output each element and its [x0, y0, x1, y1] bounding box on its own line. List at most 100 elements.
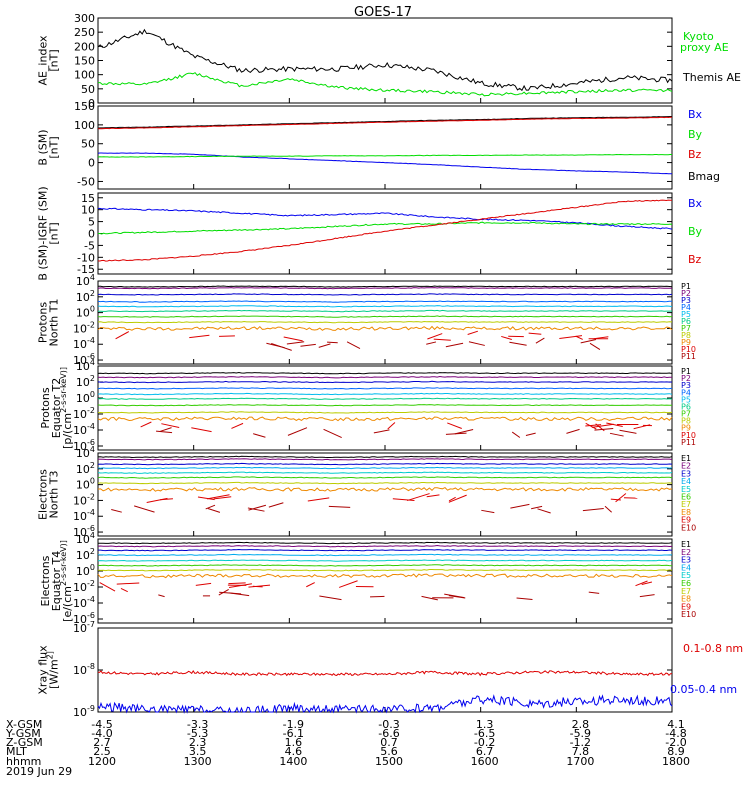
channel-10-segment	[481, 509, 495, 514]
tick-label: 10-6	[73, 438, 95, 453]
channel-label: P11	[681, 352, 696, 361]
tick-label: 10-8	[73, 662, 95, 677]
channel-1-line	[97, 371, 673, 375]
channel-8-line	[97, 411, 673, 414]
legend-entry: Bmag	[688, 170, 720, 183]
channel-10-segment	[387, 422, 396, 430]
channel-10-segment	[639, 594, 655, 598]
axis-row-value: -0.3	[378, 718, 399, 731]
channel-9-segment	[306, 582, 315, 588]
channel-1-line	[97, 455, 673, 459]
tick-label: 0	[88, 157, 95, 170]
panel-2: 150 100 50 0 -50 B (SM)[nT] Bx By Bz Bmag	[37, 100, 720, 190]
legend-entry: proxy AE	[680, 41, 729, 54]
channel-10-segment	[593, 336, 609, 340]
channel-label: P3	[681, 381, 691, 390]
channel-11-segment	[287, 427, 308, 436]
channel-label: P1	[681, 282, 691, 291]
panel-8: 10-7 10-8 10-9 Xray flux[W/m2] 0.1-0.8 nm 0.0…	[37, 620, 744, 719]
channel-5-line	[97, 471, 673, 474]
tick-label: 50	[81, 83, 95, 96]
channel-label: E10	[681, 523, 696, 532]
panel-frame	[97, 365, 673, 451]
axis-row-value: -6.6	[378, 727, 399, 740]
channel-2-line	[97, 544, 673, 548]
tick-label: 250	[74, 26, 95, 39]
tick-label: 10-2	[73, 320, 95, 335]
channel-10-segment	[537, 508, 551, 514]
legend-entry: 0.1-0.8 nm	[683, 642, 743, 655]
y-axis-label: Electrons	[37, 469, 50, 520]
channel-label: P9	[681, 424, 691, 433]
channel-11-segment	[327, 341, 338, 344]
axis-row-label: hhmm	[6, 755, 41, 768]
axis-row-value: -1.9	[283, 718, 304, 731]
axis-row-value: -3.3	[187, 718, 208, 731]
axis-row-value: 8.9	[667, 745, 685, 758]
channel-9-segment	[448, 496, 456, 502]
y-axis-label: Xray flux	[37, 645, 50, 695]
tick-label: 104	[76, 273, 95, 288]
panel-frame	[97, 452, 673, 537]
channel-9-segment	[120, 587, 128, 593]
channel-9-line	[97, 325, 673, 331]
channel-label: E3	[681, 469, 691, 478]
channel-10-segment	[111, 509, 122, 513]
tick-label: 10-4	[73, 508, 95, 523]
channel-11-segment	[580, 339, 597, 344]
channel-label: E2	[681, 462, 691, 471]
channel-label: P4	[681, 388, 691, 397]
channel-label: E7	[681, 500, 691, 509]
axis-row-value: -2.0	[665, 736, 686, 749]
channel-4-line	[97, 387, 673, 390]
tick-label: 104	[76, 358, 95, 373]
tick-label: 0	[88, 228, 95, 241]
xray-short-line	[97, 694, 673, 714]
themis-ae-line	[97, 28, 673, 92]
channel-10-segment	[319, 595, 342, 601]
legend-entry: Kyoto	[683, 30, 714, 43]
axis-row-value: -6.1	[283, 727, 304, 740]
y-axis-label: [nT]	[48, 49, 61, 71]
channel-9-segment	[248, 584, 271, 588]
y-axis-label: B (SM)-IGRF (SM)	[37, 186, 50, 280]
axis-row-value: 0.7	[380, 736, 398, 749]
channel-8-line	[97, 573, 673, 579]
channel-11-segment	[426, 341, 437, 345]
panel-frame	[97, 17, 673, 104]
channel-10-segment	[559, 335, 583, 339]
channel-5-line	[97, 392, 673, 396]
channel-9-segment	[228, 582, 246, 585]
channel-8-line	[97, 486, 673, 492]
channel-label: P10	[681, 345, 696, 354]
tick-label: 100	[76, 477, 95, 492]
tick-label: 104	[76, 531, 95, 546]
legend-entry: Bz	[688, 148, 702, 161]
channel-label: E2	[681, 548, 691, 557]
axis-row-value: 1400	[279, 755, 307, 768]
axis-row-value: 1.3	[476, 718, 494, 731]
by-line	[97, 153, 672, 158]
channel-9-segment	[615, 493, 627, 503]
tick-label: 104	[76, 445, 95, 460]
channel-11-segment	[318, 343, 331, 348]
channel-10-segment	[328, 505, 351, 508]
panel-frame	[97, 538, 673, 624]
channel-11-segment	[609, 432, 624, 437]
channel-10-segment	[219, 591, 242, 595]
channel-11-segment	[566, 428, 580, 434]
axis-row-value: 5.6	[380, 745, 398, 758]
channel-11-segment	[525, 432, 536, 436]
tick-label: 100	[74, 69, 95, 82]
channel-11-segment	[373, 429, 390, 434]
channel-label: P6	[681, 402, 691, 411]
y-axis-label: Protons	[39, 387, 52, 428]
axis-row-value: 2.8	[572, 718, 590, 731]
tick-label: -15	[77, 263, 95, 276]
channel-8-line	[97, 320, 673, 324]
channel-10-segment	[115, 331, 130, 340]
channel-label: P9	[681, 338, 691, 347]
channel-label: P3	[681, 296, 691, 305]
channel-label: P7	[681, 324, 691, 333]
